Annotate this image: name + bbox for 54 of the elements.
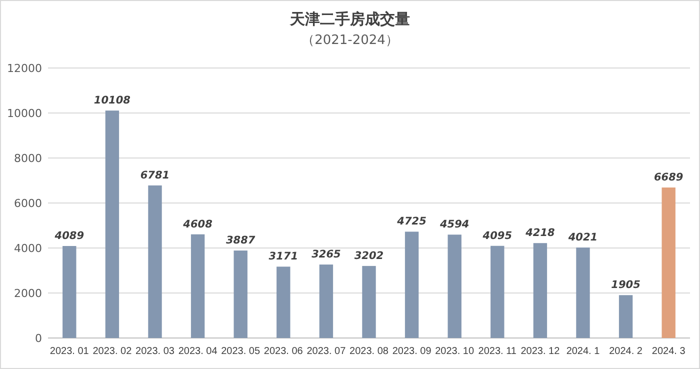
bar <box>148 185 162 338</box>
x-tick-label: 2023. 07 <box>306 346 346 357</box>
x-tick-label: 2024. 1 <box>566 346 600 357</box>
x-tick-label: 2023. 09 <box>392 346 432 357</box>
data-label: 10108 <box>94 94 130 107</box>
bar <box>234 250 248 338</box>
data-label: 3887 <box>226 234 256 247</box>
x-tick-label: 2023. 01 <box>50 346 90 357</box>
bar <box>490 246 504 338</box>
data-label: 4095 <box>482 230 512 242</box>
data-label: 6689 <box>654 171 684 184</box>
x-tick-label: 2023. 04 <box>178 346 218 357</box>
x-tick-label: 2024. 2 <box>609 346 643 357</box>
data-label: 3171 <box>268 250 298 263</box>
x-tick-label: 2023. 02 <box>92 346 132 357</box>
bar <box>404 232 419 338</box>
y-tick-label: 4000 <box>14 242 42 255</box>
data-label: 4021 <box>567 232 598 244</box>
bar <box>105 110 120 338</box>
data-label: 6781 <box>140 169 170 182</box>
data-label: 4608 <box>182 218 212 230</box>
bar <box>62 246 76 338</box>
bar <box>362 266 376 338</box>
bar <box>618 295 633 338</box>
y-tick-label: 10000 <box>7 107 42 120</box>
bar <box>190 234 205 338</box>
y-tick-label: 12000 <box>7 62 42 75</box>
data-label: 4725 <box>396 216 426 228</box>
bar <box>576 248 590 338</box>
data-label: 4594 <box>438 218 470 231</box>
x-tick-label: 2023. 06 <box>264 346 304 357</box>
x-tick-label: 2024. 3 <box>652 346 686 357</box>
x-tick-label: 2023. 05 <box>221 346 260 357</box>
bar <box>448 234 462 338</box>
x-tick-label: 2023. 11 <box>478 346 517 357</box>
data-label: 3265 <box>312 248 341 261</box>
y-tick-label: 0 <box>35 332 42 345</box>
y-tick-label: 8000 <box>14 152 42 165</box>
y-tick-label: 2000 <box>14 287 42 300</box>
data-label: 1905 <box>611 279 640 292</box>
y-tick-label: 6000 <box>14 197 42 210</box>
bar <box>276 266 290 338</box>
x-tick-label: 2023. 12 <box>520 346 560 357</box>
data-label: 4089 <box>54 230 84 242</box>
chart-subtitle: （2021-2024） <box>302 33 398 48</box>
x-tick-label: 2023. 10 <box>435 346 474 357</box>
x-tick-label: 2023. 03 <box>136 346 175 357</box>
bar <box>662 187 676 338</box>
chart-title: 天津二手房成交量 <box>289 10 410 28</box>
x-tick-label: 2023. 08 <box>350 346 389 357</box>
data-label: 4218 <box>524 227 555 240</box>
bar <box>319 264 334 338</box>
bar <box>533 243 548 338</box>
data-label: 3202 <box>354 250 384 262</box>
